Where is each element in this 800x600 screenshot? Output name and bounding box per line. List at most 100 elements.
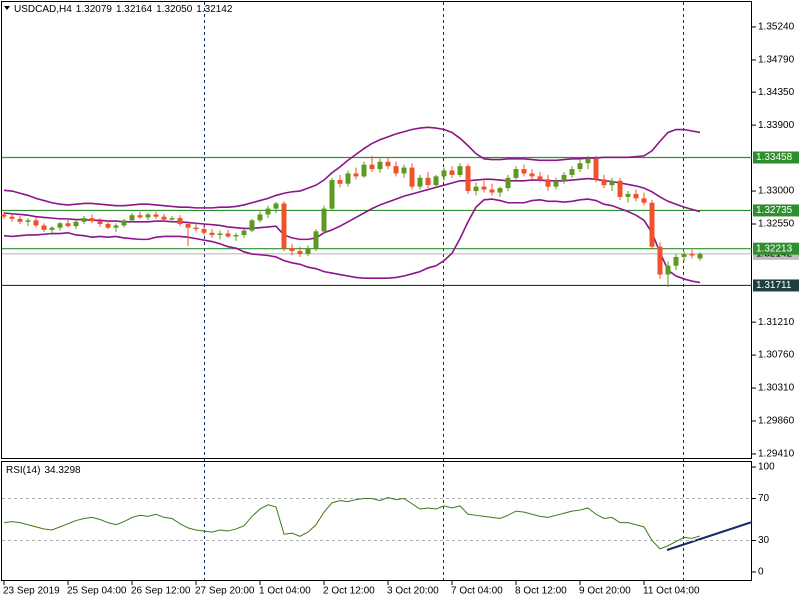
candle-body [201,229,207,233]
y-tick-label: 0 [758,567,764,578]
candle-body [457,166,463,175]
y-tick-label: 1.32550 [758,219,795,230]
level-label: 1.33458 [756,152,793,163]
candle-body [337,180,343,184]
high: 1.32164 [116,4,153,15]
candle-body [233,234,239,237]
x-tick-label: 1 Oct 04:00 [259,586,311,597]
menu-triangle[interactable] [4,6,10,10]
candle-body [289,248,295,252]
symbol-header: USDCAD,H4 1.32079 1.32164 1.32050 1.32142 [14,4,233,15]
candle-body [249,220,255,231]
candle-body [649,202,655,247]
candle-body [401,167,407,174]
candle-body [697,253,703,259]
candle-body [489,189,495,193]
level-label-box [753,242,799,255]
candle-body [521,169,527,174]
candle-body [433,176,439,186]
candle-body [217,233,223,235]
candle-body [137,215,143,218]
low: 1.32050 [156,4,193,15]
candle-body [81,218,87,222]
y-tick-label: 1.31210 [758,317,795,328]
candle-body [529,173,535,177]
y-tick-label: 1.34350 [758,87,795,98]
open: 1.32079 [76,4,113,15]
candle-body [425,177,431,186]
y-tick-label: 100 [758,462,775,473]
period-separators [204,2,684,580]
rsi-line [3,496,701,550]
candle-body [409,167,415,187]
candle-body [25,220,31,222]
candle-body [281,203,287,249]
candle-body [673,256,679,266]
rsi-value: 34.3298 [44,465,81,476]
y-tick-label: 1.30760 [758,350,795,361]
level-label: 1.32213 [756,243,793,254]
candle-body [257,214,263,221]
candle-body [561,174,567,181]
trendline [666,521,753,551]
level-label: 1.31711 [756,280,792,291]
candle-body [33,220,39,226]
candle-body [377,161,383,170]
candle-body [1,214,7,217]
candle-body [505,177,511,189]
candle-body [545,179,551,187]
candle-body [609,180,615,186]
candle-body [689,254,695,256]
candle-body [73,221,79,227]
candle-body [209,232,215,235]
candle-body [297,251,303,255]
candle-body [241,230,247,235]
candle-body [537,176,543,180]
candle-body [193,227,199,230]
candle-body [273,203,279,209]
candle-body [641,198,647,203]
candle-body [369,164,375,170]
x-tick-label: 8 Oct 12:00 [515,586,567,597]
level-label: 1.32735 [756,205,793,216]
candle-body [97,221,103,224]
candle-body [161,216,167,220]
candle-body [49,227,55,230]
candle-body [9,216,15,219]
candle-body [321,208,327,232]
candle-body [57,223,63,228]
band-lower [3,198,701,284]
level-label-box [753,204,799,217]
candle-body [305,248,311,255]
candle-body [153,214,159,217]
candle-body [481,186,487,190]
candle-body [625,193,631,197]
y-tick-label: 1.34790 [758,55,795,66]
y-tick-label: 1.29410 [758,449,795,460]
candle-body [393,166,399,174]
candle-body [313,231,319,249]
candle-body [41,225,47,230]
y-tick-label: 1.35240 [758,22,795,33]
candle-body [497,188,503,193]
candle-body [441,170,447,177]
y-tick-label: 1.33000 [758,186,795,197]
band-middle [3,177,701,241]
candle-body [225,233,231,237]
x-tick-label: 3 Oct 20:00 [387,586,439,597]
candle-body [345,173,351,184]
x-tick-label: 27 Sep 20:00 [195,586,255,597]
candle-body [185,223,191,228]
close: 1.32142 [196,4,233,15]
candle-body [265,208,271,215]
x-tick-label: 7 Oct 04:00 [451,586,503,597]
candle-body [65,223,71,227]
candle-body [473,186,479,192]
candle-body [657,246,663,275]
band-upper [3,126,701,209]
level-label-box [753,279,799,292]
y-tick-label: 1.33900 [758,120,795,131]
candle-body [385,161,391,167]
